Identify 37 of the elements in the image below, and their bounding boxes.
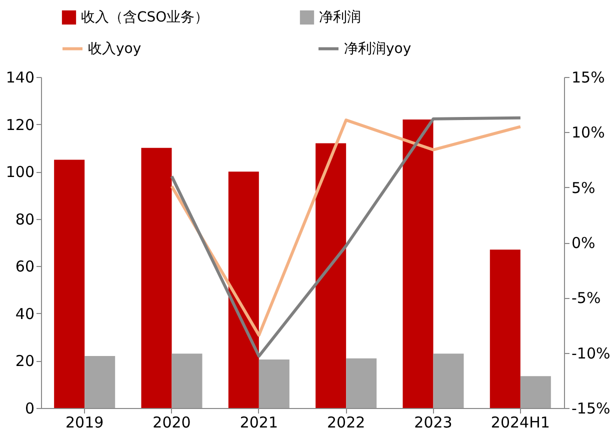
x-tick-label: 2021: [240, 414, 278, 432]
y-tick-label: 80: [15, 210, 34, 228]
x-tick-label: 2022: [326, 414, 366, 432]
legend-label: 收入yoy: [88, 40, 142, 57]
bar: [402, 120, 434, 408]
y-tick-label: 40: [15, 304, 34, 323]
bar: [258, 360, 290, 408]
y2-tick-label: 10%: [572, 124, 605, 142]
bar: [490, 250, 520, 408]
y-tick-label: 100: [6, 163, 34, 182]
x-tick-label: 2019: [65, 414, 104, 432]
bar: [433, 354, 464, 408]
bar: [54, 160, 85, 408]
x-tick-label: 2023: [414, 414, 452, 432]
y2-tick-label: 15%: [572, 68, 605, 86]
bar: [172, 354, 202, 408]
bar: [84, 356, 116, 408]
legend-label: 收入（含CSO业务）: [81, 9, 209, 26]
y-tick-label: 20: [15, 352, 34, 370]
x-tick-label: 2020: [152, 414, 191, 432]
y2-tick-label: 5%: [572, 178, 596, 197]
bar: [316, 143, 346, 408]
y-tick-label: 0: [24, 400, 34, 418]
y2-tick-label: 0%: [572, 234, 596, 252]
y-tick-label: 60: [15, 258, 34, 276]
y-tick-label: 140: [6, 68, 34, 86]
legend-label: 净利润: [319, 9, 361, 26]
x-tick-label: 2024H1: [490, 414, 550, 432]
y2-tick-label: -10%: [572, 344, 610, 362]
y2-tick-label: -5%: [572, 289, 601, 308]
y-tick-label: 120: [6, 116, 34, 134]
bar: [141, 148, 172, 408]
bar: [346, 358, 377, 408]
bar: [520, 376, 551, 408]
legend-label: 净利润yoy: [344, 40, 412, 57]
bar: [228, 172, 259, 408]
y2-tick-label: -15%: [572, 400, 610, 418]
